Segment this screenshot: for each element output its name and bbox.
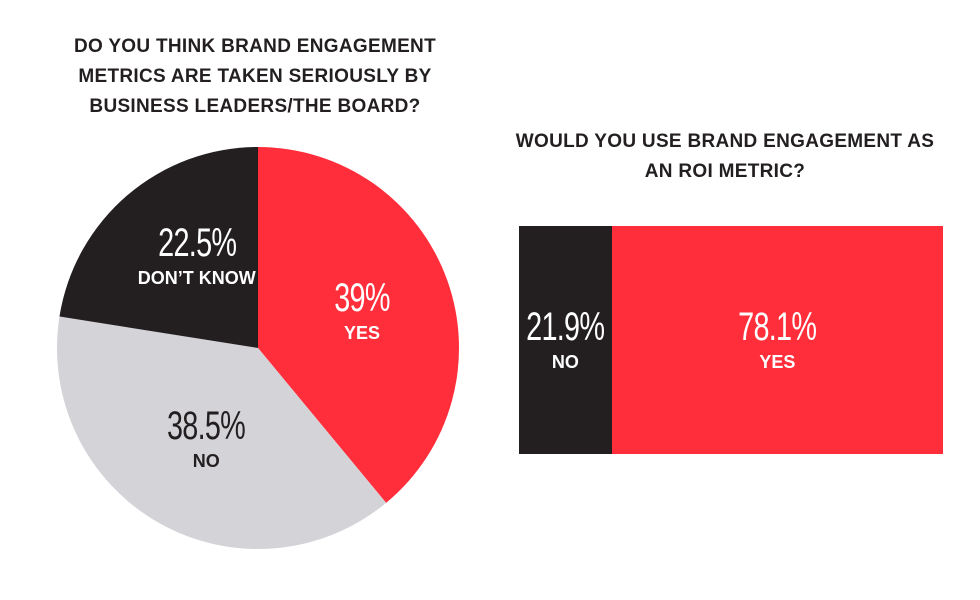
bar-title-line-1: WOULD YOU USE BRAND ENGAGEMENT AS xyxy=(500,127,950,157)
pie-label-2: 22.5% DON’T KNOW xyxy=(138,221,256,291)
pie-category-label: NO xyxy=(193,448,220,474)
pie-label-1: 38.5% NO xyxy=(152,404,260,474)
pie-category-label: YES xyxy=(344,320,380,346)
bar-value-label: 78.1% xyxy=(738,305,816,349)
pie-chart xyxy=(0,0,520,600)
bar-value-label: 21.9% xyxy=(526,305,604,349)
bar-segment-no: 21.9% NO xyxy=(519,226,612,454)
bar-title-line-2: AN ROI METRIC? xyxy=(500,157,950,187)
bar-segment-yes: 78.1% YES xyxy=(612,226,943,454)
pie-value-label: 22.5% xyxy=(158,221,236,265)
pie-value-label: 39% xyxy=(334,276,389,320)
stacked-bar-chart: 21.9% NO 78.1% YES xyxy=(519,226,943,454)
bar-category-label: NO xyxy=(552,349,579,375)
pie-label-0: 39% YES xyxy=(323,276,400,346)
bar-category-label: YES xyxy=(759,349,795,375)
pie-category-label: DON’T KNOW xyxy=(138,265,256,291)
pie-value-label: 38.5% xyxy=(167,404,245,448)
bar-chart-title: WOULD YOU USE BRAND ENGAGEMENT AS AN ROI… xyxy=(500,127,950,187)
